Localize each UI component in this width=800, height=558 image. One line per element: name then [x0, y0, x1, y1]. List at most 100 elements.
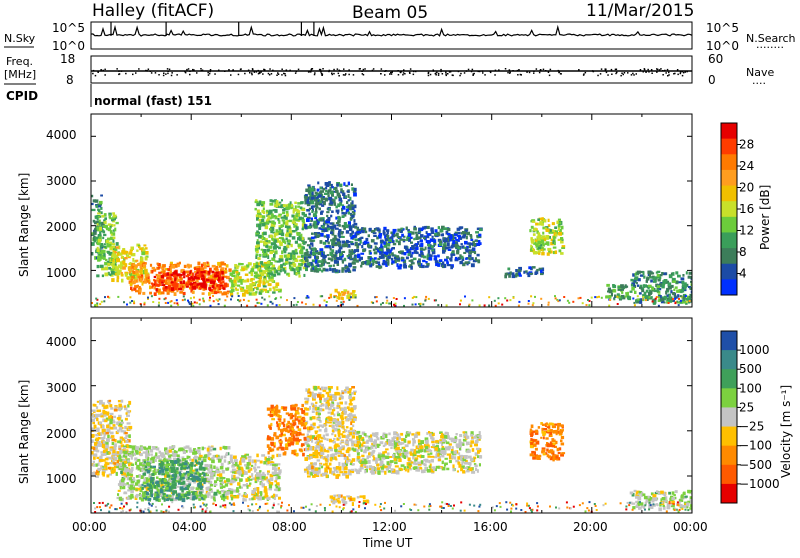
heatmap-cell	[605, 295, 608, 298]
nave-dot	[495, 70, 497, 72]
heatmap-cell	[105, 225, 108, 229]
heatmap-cell	[263, 249, 266, 252]
heatmap-cell	[254, 272, 258, 275]
heatmap-cell	[562, 245, 566, 247]
heatmap-cell	[355, 297, 357, 299]
nave-dot	[281, 69, 283, 71]
heatmap-cell	[142, 283, 144, 286]
heatmap-cell	[203, 467, 205, 471]
heatmap-cell	[168, 495, 172, 498]
nsearch-dots: ........	[756, 38, 784, 51]
heatmap-cell	[170, 466, 174, 468]
heatmap-cell	[630, 279, 633, 282]
heatmap-cell	[275, 282, 279, 286]
heatmap-cell	[315, 248, 317, 251]
heatmap-cell	[126, 412, 128, 414]
heatmap-cell	[138, 286, 140, 289]
heatmap-cell	[100, 413, 102, 415]
heatmap-cell	[331, 229, 335, 232]
heatmap-cell	[533, 233, 536, 236]
heatmap-cell	[305, 226, 308, 230]
heatmap-cell	[373, 235, 377, 237]
heatmap-cell	[174, 450, 176, 453]
heatmap-cell	[269, 270, 272, 273]
heatmap-cell	[334, 244, 338, 246]
nave-dot	[286, 69, 288, 71]
heatmap-cell	[213, 300, 215, 302]
heatmap-cell	[222, 481, 225, 484]
heatmap-cell	[295, 249, 298, 253]
heatmap-cell	[348, 221, 351, 224]
heatmap-cell	[132, 266, 134, 269]
heatmap-cell	[350, 218, 353, 221]
heatmap-cell	[345, 196, 347, 198]
heatmap-cell	[113, 416, 116, 418]
heatmap-cell	[247, 279, 250, 283]
nave-dot	[135, 72, 137, 74]
heatmap-cell	[123, 447, 126, 449]
heatmap-cell	[268, 240, 270, 243]
colorbar-swatch	[721, 201, 737, 217]
nave-dot	[438, 73, 440, 75]
nave-dot	[473, 73, 475, 75]
heatmap-cell	[236, 487, 239, 490]
heatmap-cell	[433, 239, 436, 243]
heatmap-cell	[147, 483, 149, 487]
nave-dot	[512, 70, 514, 72]
heatmap-cell	[672, 281, 676, 283]
heatmap-cell	[384, 245, 387, 248]
heatmap-cell	[462, 231, 466, 234]
freq-left-top-tick: 18	[60, 52, 75, 66]
heatmap-cell	[479, 304, 481, 306]
heatmap-cell	[394, 260, 397, 264]
heatmap-cell	[154, 459, 157, 462]
station-title: Halley (fitACF)	[92, 1, 214, 21]
heatmap-cell	[360, 240, 362, 243]
heatmap-cell	[306, 297, 308, 299]
nave-dot	[438, 74, 440, 76]
heatmap-cell	[515, 269, 517, 272]
heatmap-cell	[195, 459, 197, 462]
heatmap-cell	[326, 184, 330, 187]
heatmap-cell	[450, 234, 453, 236]
heatmap-cell	[206, 262, 208, 264]
heatmap-cell	[208, 292, 211, 296]
heatmap-cell	[383, 232, 386, 236]
heatmap-cell	[306, 218, 310, 222]
heatmap-cell	[528, 300, 530, 302]
heatmap-cell	[213, 497, 215, 501]
heatmap-cell	[311, 233, 314, 235]
heatmap-cell	[103, 441, 105, 444]
heatmap-cell	[183, 295, 185, 297]
heatmap-cell	[542, 232, 544, 235]
nave-dot	[472, 69, 474, 71]
heatmap-cell	[664, 302, 666, 304]
heatmap-cell	[124, 406, 127, 408]
heatmap-cell	[639, 292, 642, 294]
heatmap-cell	[341, 212, 345, 215]
heatmap-cell	[255, 208, 257, 211]
heatmap-cell	[249, 283, 252, 286]
heatmap-cell	[264, 276, 266, 279]
heatmap-cell	[443, 240, 447, 242]
heatmap-cell	[320, 187, 322, 190]
heatmap-cell	[537, 218, 540, 221]
heatmap-cell	[159, 470, 162, 474]
heatmap-cell	[208, 464, 210, 467]
heatmap-cell	[207, 479, 211, 481]
nave-dot	[549, 75, 551, 77]
nave-dot	[332, 74, 334, 76]
heatmap-cell	[251, 473, 253, 477]
heatmap-cell	[338, 218, 341, 220]
heatmap-cell	[582, 302, 584, 304]
heatmap-cell	[119, 455, 121, 459]
heatmap-cell	[312, 248, 314, 251]
heatmap-cell	[271, 239, 274, 241]
heatmap-cell	[109, 422, 112, 424]
heatmap-cell	[329, 208, 331, 211]
freq-left-bottom-tick: 8	[66, 73, 74, 87]
heatmap-cell	[194, 301, 196, 303]
heatmap-cell	[346, 240, 349, 244]
heatmap-cell	[343, 301, 345, 303]
heatmap-cell	[324, 193, 328, 195]
